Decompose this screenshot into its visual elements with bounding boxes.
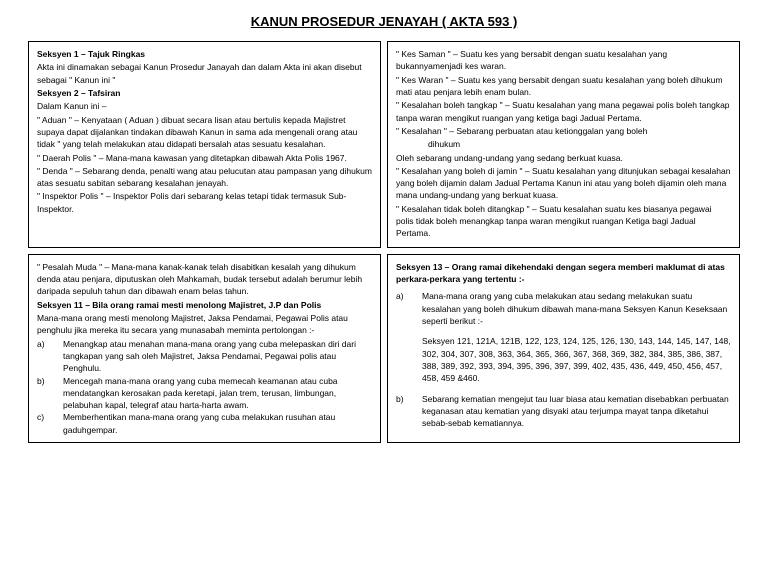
list-item-a: a) Menangkap atau menahan mana-mana oran…: [37, 338, 372, 375]
text: " Kes Waran " – Suatu kes yang bersabit …: [396, 74, 731, 99]
list-text: Mana-mana orang yang cuba melakukan atau…: [422, 290, 731, 384]
list-item-c: c) Memberhentikan mana-mana orang yang c…: [37, 411, 372, 436]
text: " Daerah Polis " – Mana-mana kawasan yan…: [37, 152, 372, 164]
list-item-b: b) Mencegah mana-mana orang yang cuba me…: [37, 375, 372, 412]
list-item-a: a) Mana-mana orang yang cuba melakukan a…: [396, 290, 731, 384]
text: Mana-mana orang yang cuba melakukan atau…: [422, 290, 731, 327]
list-label: b): [396, 393, 422, 430]
heading-seksyen-13: Seksyen 13 – Orang ramai dikehendaki den…: [396, 261, 731, 286]
list-text: Menangkap atau menahan mana-mana orang y…: [63, 338, 372, 375]
text: Mana-mana orang mesti menolong Majistret…: [37, 312, 372, 337]
list-text: Mencegah mana-mana orang yang cuba memec…: [63, 375, 372, 412]
text: Oleh sebarang undang-undang yang sedang …: [396, 152, 731, 164]
list-label: a): [396, 290, 422, 384]
box-seksyen-13: Seksyen 13 – Orang ramai dikehendaki den…: [387, 254, 740, 443]
box-seksyen-1-2: Seksyen 1 – Tajuk Ringkas Akta ini dinam…: [28, 41, 381, 248]
text: " Kesalahan tidak boleh ditangkap " – Su…: [396, 203, 731, 240]
page-title: KANUN PROSEDUR JENAYAH ( AKTA 593 ): [28, 14, 740, 29]
box-seksyen-11: " Pesalah Muda " – Mana-mana kanak-kanak…: [28, 254, 381, 443]
content-grid: Seksyen 1 – Tajuk Ringkas Akta ini dinam…: [28, 41, 740, 443]
list-label: b): [37, 375, 63, 412]
text: " Denda " – Sebarang denda, penalti wang…: [37, 165, 372, 190]
text: dihukum: [396, 138, 731, 150]
text: Seksyen 121, 121A, 121B, 122, 123, 124, …: [422, 335, 731, 384]
text: " Kesalahan " – Sebarang perbuatan atau …: [396, 125, 731, 137]
text: " Inspektor Polis " – Inspektor Polis da…: [37, 190, 372, 215]
text: " Kesalahan yang boleh di jamin " – Suat…: [396, 165, 731, 202]
list-label: a): [37, 338, 63, 375]
heading-seksyen-1: Seksyen 1 – Tajuk Ringkas: [37, 48, 372, 60]
text: " Kes Saman " – Suatu kes yang bersabit …: [396, 48, 731, 73]
text: Dalam Kanun ini –: [37, 100, 372, 112]
text: " Pesalah Muda " – Mana-mana kanak-kanak…: [37, 261, 372, 298]
list-label: c): [37, 411, 63, 436]
heading-seksyen-11: Seksyen 11 – Bila orang ramai mesti meno…: [37, 299, 372, 311]
list-text: Memberhentikan mana-mana orang yang cuba…: [63, 411, 372, 436]
box-definitions: " Kes Saman " – Suatu kes yang bersabit …: [387, 41, 740, 248]
text: " Kesalahan boleh tangkap " – Suatu kesa…: [396, 99, 731, 124]
text: " Aduan " – Kenyataan ( Aduan ) dibuat s…: [37, 114, 372, 151]
list-text: Sebarang kematian mengejut tau luar bias…: [422, 393, 731, 430]
list-item-b: b) Sebarang kematian mengejut tau luar b…: [396, 393, 731, 430]
text: Akta ini dinamakan sebagai Kanun Prosedu…: [37, 61, 372, 86]
heading-seksyen-2: Seksyen 2 – Tafsiran: [37, 87, 372, 99]
